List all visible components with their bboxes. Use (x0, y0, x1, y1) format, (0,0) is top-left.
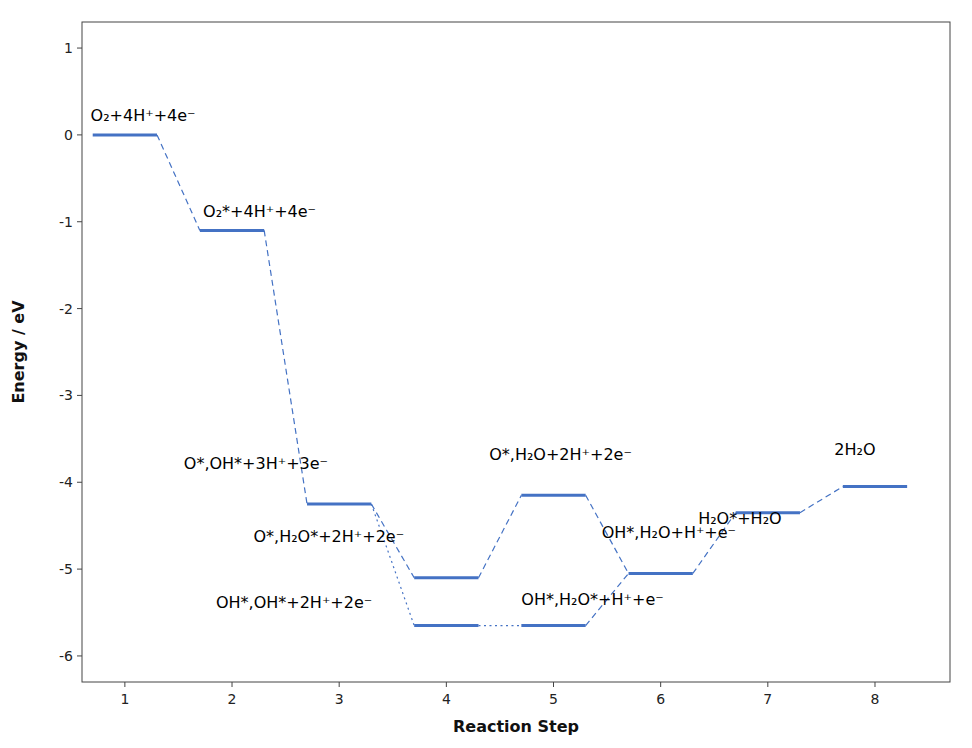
energy-level (414, 576, 478, 579)
x-tick-label: 3 (335, 691, 344, 707)
y-tick (77, 395, 82, 396)
plot-frame (82, 22, 950, 682)
annotation: H₂O*+H₂O (698, 509, 781, 528)
connector (157, 135, 200, 231)
x-tick-label: 6 (656, 691, 665, 707)
y-axis-label: Energy / eV (9, 300, 28, 404)
x-tick (339, 682, 340, 687)
x-tick-label: 4 (442, 691, 451, 707)
x-tick-label: 8 (871, 691, 880, 707)
x-tick-label: 5 (549, 691, 558, 707)
y-tick-label: -6 (59, 648, 73, 664)
annotation: O*,H₂O*+2H⁺+2e⁻ (253, 527, 404, 546)
connector (800, 487, 843, 513)
energy-level (414, 624, 478, 627)
annotations: O₂+4H⁺+4e⁻ O₂*+4H⁺+4e⁻ O*,OH*+3H⁺+3e⁻ O*,H₂… (91, 106, 876, 611)
y-tick (77, 655, 82, 656)
x-tick (232, 682, 233, 687)
x-axis-label: Reaction Step (453, 717, 579, 736)
y-tick (77, 134, 82, 135)
y-tick (77, 48, 82, 49)
annotation: O*,OH*+3H⁺+3e⁻ (184, 454, 328, 473)
y-tick-label: -2 (59, 301, 73, 317)
connector (371, 504, 414, 626)
x-tick (124, 682, 125, 687)
energy-level (843, 485, 907, 488)
x-tick-label: 1 (120, 691, 129, 707)
annotation: O₂+4H⁺+4e⁻ (91, 106, 196, 125)
annotation: 2H₂O (834, 440, 875, 459)
x-tick (767, 682, 768, 687)
x-tick-label: 7 (763, 691, 772, 707)
connector (478, 495, 521, 578)
energy-level (93, 133, 157, 136)
energy-level (521, 624, 585, 627)
chart: 1 2 3 4 5 6 7 8 1 0 -1 -2 -3 -4 -5 -6 Reaction Step Energ… (0, 0, 972, 748)
annotation: OH*,OH*+2H⁺+2e⁻ (216, 593, 372, 612)
x-tick (660, 682, 661, 687)
annotation: O₂*+4H⁺+4e⁻ (203, 202, 316, 221)
y-tick (77, 569, 82, 570)
marks (93, 135, 907, 626)
background (0, 0, 972, 748)
y-tick-label: -3 (59, 387, 73, 403)
energy-level (307, 502, 371, 505)
energy-level (200, 229, 264, 232)
y-tick-label: -5 (59, 561, 73, 577)
annotation: OH*,H₂O*+H⁺+e⁻ (521, 590, 663, 609)
x-tick-label: 2 (228, 691, 237, 707)
x-tick (874, 682, 875, 687)
connector (478, 625, 521, 626)
energy-level (629, 572, 693, 575)
y-tick (77, 308, 82, 309)
x-tick (553, 682, 554, 687)
y-tick-label: 1 (64, 40, 73, 56)
y-tick-label: -4 (59, 474, 73, 490)
annotation: O*,H₂O+2H⁺+2e⁻ (489, 445, 632, 464)
y-tick (77, 482, 82, 483)
y-tick-label: -1 (59, 214, 73, 230)
x-tick (446, 682, 447, 687)
axes: 1 2 3 4 5 6 7 8 1 0 -1 -2 -3 -4 -5 -6 (59, 40, 879, 707)
energy-level (521, 494, 585, 497)
y-tick-label: 0 (64, 127, 73, 143)
y-tick (77, 221, 82, 222)
